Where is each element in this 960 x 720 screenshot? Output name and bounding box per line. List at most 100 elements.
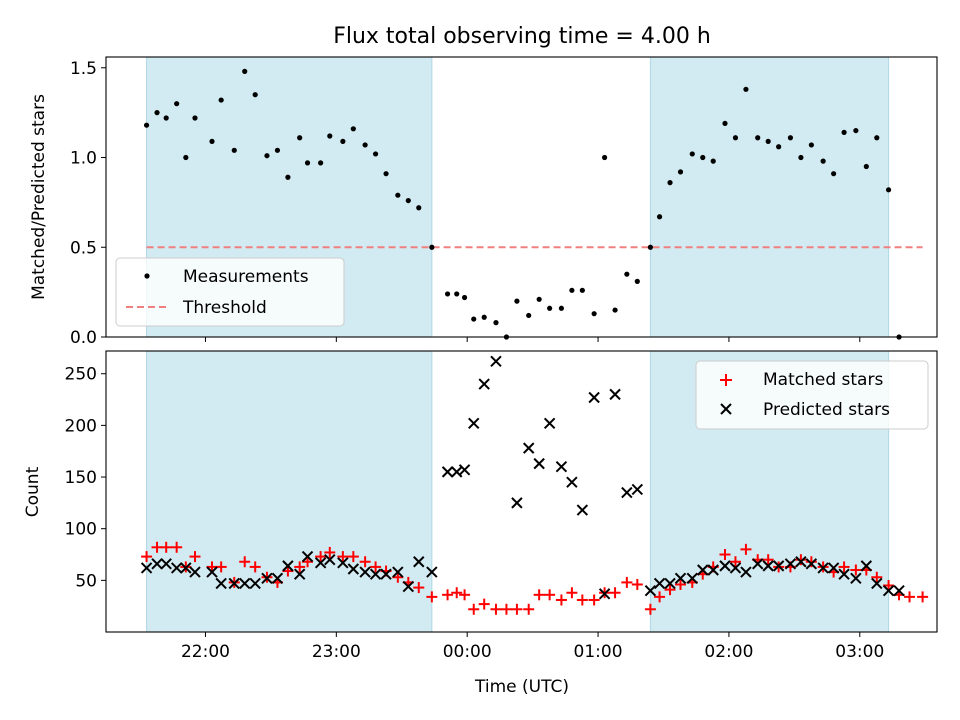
measurements-point bbox=[667, 180, 673, 186]
predicted-stars-point bbox=[206, 566, 218, 578]
predicted-stars-point bbox=[850, 572, 862, 584]
measurements-point bbox=[252, 92, 258, 98]
measurements-point bbox=[209, 138, 215, 144]
predicted-stars-point bbox=[151, 558, 163, 570]
predicted-stars-point bbox=[337, 557, 349, 569]
predicted-stars-point-stroke bbox=[451, 466, 463, 478]
matched-stars-point bbox=[544, 589, 556, 601]
predicted-stars-point-stroke bbox=[772, 560, 785, 572]
predicted-stars-point-stroke bbox=[189, 566, 201, 578]
predicted-stars-point-stroke bbox=[653, 577, 666, 590]
matched-stars-point bbox=[302, 556, 314, 568]
matched-stars-point bbox=[566, 587, 578, 599]
count-y-tick-label: 250 bbox=[65, 365, 97, 385]
predicted-stars-point bbox=[631, 483, 644, 496]
predicted-stars-point bbox=[140, 562, 153, 574]
measurements-point bbox=[863, 163, 869, 170]
x-tick-label: 00:00 bbox=[443, 642, 492, 662]
measurements-point bbox=[722, 120, 728, 127]
predicted-stars-point bbox=[784, 558, 797, 570]
predicted-stars-point bbox=[719, 560, 731, 572]
predicted-stars-point-stroke bbox=[261, 572, 273, 584]
predicted-stars-point bbox=[697, 564, 709, 576]
predicted-stars-point bbox=[752, 558, 764, 570]
measurements-point bbox=[656, 214, 663, 220]
matched-stars-point bbox=[249, 561, 261, 573]
x-tick-label: 22:00 bbox=[181, 642, 230, 662]
measurements-point bbox=[536, 296, 542, 302]
x-tick-label: 23:00 bbox=[312, 642, 361, 662]
predicted-stars-point bbox=[282, 560, 294, 572]
measurements-point bbox=[416, 205, 422, 211]
matched-stars-point bbox=[740, 543, 752, 555]
predicted-stars-point-stroke bbox=[468, 417, 480, 430]
predicted-stars-point-stroke bbox=[827, 562, 840, 574]
predicted-stars-point-stroke bbox=[215, 577, 227, 590]
measurements-point bbox=[853, 127, 859, 134]
matched-stars-point bbox=[664, 584, 676, 596]
predicted-stars-point-stroke bbox=[621, 486, 633, 499]
legend-measurements-marker bbox=[144, 273, 150, 279]
predicted-stars-point bbox=[860, 560, 873, 572]
measurements-point bbox=[454, 291, 460, 297]
predicted-stars-point-stroke bbox=[206, 566, 218, 578]
predicted-stars-point bbox=[314, 557, 327, 569]
matched-stars-point bbox=[324, 546, 336, 558]
predicted-stars-point-stroke bbox=[860, 560, 873, 572]
predicted-stars-point-stroke bbox=[555, 460, 568, 473]
predicted-stars-point bbox=[805, 558, 818, 570]
predicted-stars-point-stroke bbox=[180, 562, 192, 574]
predicted-stars-point bbox=[543, 417, 556, 430]
predicted-stars-point-stroke bbox=[576, 504, 589, 516]
predicted-stars-point-stroke bbox=[228, 577, 240, 590]
measurements-point bbox=[429, 244, 435, 250]
measurements-point bbox=[242, 68, 248, 74]
measurements-point bbox=[831, 171, 837, 177]
chart-title: Flux total observing time = 4.00 h bbox=[333, 24, 711, 49]
measurements-point bbox=[174, 101, 180, 107]
predicted-stars-point bbox=[293, 568, 306, 580]
predicted-stars-point-stroke bbox=[170, 562, 183, 574]
predicted-stars-point bbox=[380, 568, 392, 580]
predicted-stars-point-stroke bbox=[380, 568, 392, 580]
measurements-point bbox=[481, 314, 487, 320]
measurements-point bbox=[304, 160, 311, 166]
ratio-panel-ylabel: Matched/Predicted stars bbox=[29, 94, 49, 300]
predicted-stars-point bbox=[478, 378, 490, 390]
matched-stars-point bbox=[805, 556, 817, 568]
matched-stars-point bbox=[631, 578, 643, 590]
predicted-stars-point bbox=[566, 476, 578, 488]
predicted-stars-point-stroke bbox=[598, 588, 611, 600]
ratio-y-tick-label: 1.5 bbox=[70, 59, 97, 79]
matched-stars-point bbox=[171, 541, 183, 553]
count-y-tick-label: 200 bbox=[65, 416, 97, 436]
matched-stars-point bbox=[917, 591, 929, 603]
predicted-stars-point bbox=[347, 563, 360, 575]
measurements-point bbox=[526, 312, 532, 319]
predicted-stars-point bbox=[772, 560, 785, 572]
matched-stars-point bbox=[762, 554, 774, 566]
legend-matched-marker bbox=[720, 374, 732, 386]
predicted-stars-point-stroke bbox=[674, 572, 687, 584]
x-tick-label: 01:00 bbox=[574, 642, 623, 662]
predicted-stars-point bbox=[795, 556, 807, 568]
matched-stars-point bbox=[337, 551, 349, 563]
ratio-legend: Measurements Threshold bbox=[115, 257, 345, 327]
matched-stars-point bbox=[533, 589, 545, 601]
predicted-stars-point-stroke bbox=[441, 466, 454, 478]
predicted-stars-point-stroke bbox=[740, 566, 752, 578]
measurements-point bbox=[743, 86, 749, 92]
measurements-point bbox=[154, 110, 160, 116]
measurements-point bbox=[634, 278, 640, 284]
ratio-shaded-interval bbox=[650, 57, 889, 337]
matched-stars-point bbox=[795, 554, 807, 566]
matched-stars-point bbox=[871, 571, 883, 583]
predicted-stars-point bbox=[555, 460, 568, 473]
predicted-stars-point bbox=[893, 584, 905, 597]
predicted-stars-point-stroke bbox=[817, 562, 829, 574]
predicted-stars-point bbox=[392, 566, 404, 578]
matched-stars-point bbox=[392, 571, 404, 583]
measurements-point bbox=[231, 147, 237, 153]
predicted-stars-point-stroke bbox=[337, 557, 349, 569]
predicted-stars-point bbox=[511, 497, 523, 509]
